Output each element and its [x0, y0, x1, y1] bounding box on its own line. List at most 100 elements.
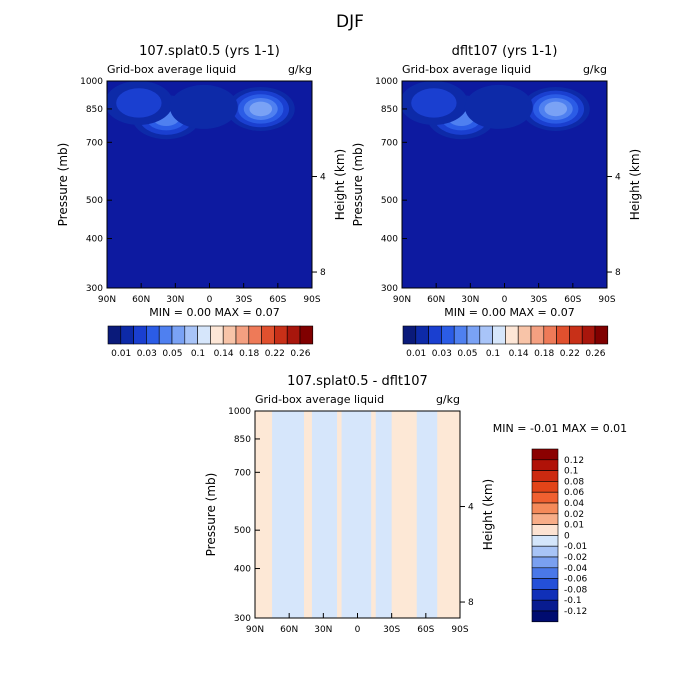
y-right-tick-label: 4	[320, 173, 326, 183]
colorbar-swatch	[479, 325, 493, 345]
y-tick-label: 300	[86, 284, 103, 294]
colorbar-label: 0.1	[191, 349, 205, 359]
contour-field	[107, 81, 312, 288]
y-right-tick-label: 4	[615, 173, 621, 183]
x-tick-label: 60S	[269, 295, 286, 305]
x-tick-label: 60S	[417, 625, 434, 635]
y-tick-label: 700	[381, 138, 398, 148]
colorbar-swatch	[531, 448, 559, 461]
colorbar-swatch	[415, 325, 429, 345]
colorbar-label: 0.04	[564, 499, 584, 509]
colorbar-swatch	[531, 535, 559, 547]
colorbar-swatch	[531, 545, 559, 558]
negative-band	[311, 411, 338, 618]
colorbar-label: 0.06	[564, 488, 584, 498]
chart-units: g/kg	[436, 393, 460, 406]
chart-subtitle: Grid-box average liquid	[255, 393, 384, 406]
colorbar-label: -0.08	[564, 585, 588, 595]
colorbar-swatch	[299, 325, 314, 345]
colorbar-label: 0.1	[564, 467, 578, 477]
colorbar-swatch	[248, 325, 262, 345]
x-tick-label: 30S	[235, 295, 252, 305]
colorbar-swatch	[531, 556, 559, 569]
y-tick-label: 850	[234, 435, 251, 445]
colorbar-label: 0.03	[137, 349, 157, 359]
colorbar-swatch	[133, 325, 147, 345]
colorbar-label: 0.1	[486, 349, 500, 359]
colorbar-label: 0.26	[585, 349, 605, 359]
chart-subtitle: Grid-box average liquid	[402, 63, 531, 76]
y-tick-label: 500	[86, 196, 103, 206]
colorbar-swatch	[428, 325, 442, 345]
colorbar-swatch	[531, 578, 559, 590]
y-tick-label: 850	[86, 105, 103, 115]
chart-title: 107.splat0.5 (yrs 1-1)	[139, 44, 280, 59]
figure-title: DJF	[336, 12, 364, 32]
chart-panel-1: 107.splat0.5 (yrs 1-1) Grid-box average l…	[56, 44, 347, 359]
contour-field	[255, 411, 460, 618]
colorbar-label: -0.1	[564, 596, 582, 606]
panels: 107.splat0.5 (yrs 1-1) Grid-box average l…	[56, 44, 642, 635]
colorbar-swatch	[569, 325, 583, 345]
colorbar-swatch	[543, 325, 557, 345]
colorbar-swatch	[441, 325, 455, 345]
colorbar-swatch	[107, 325, 122, 345]
x-tick-label: 60N	[132, 295, 150, 305]
colorbar-label: 0	[564, 531, 570, 541]
colorbar-swatch	[531, 524, 559, 536]
colorbar-swatch	[197, 325, 211, 345]
y-right-tick-label: 8	[615, 268, 621, 278]
colorbar-swatch	[146, 325, 160, 345]
colorbar-swatch	[517, 325, 532, 345]
colorbar-label: 0.18	[239, 349, 259, 359]
colorbar-swatch	[531, 481, 559, 493]
colorbar-label: 0.12	[564, 456, 584, 466]
x-tick-label: 90S	[451, 625, 468, 635]
colorbar-swatch	[556, 325, 570, 345]
negative-band	[341, 411, 372, 618]
y-tick-label: 1000	[375, 77, 398, 87]
x-tick-label: 30N	[461, 295, 479, 305]
colorbar-label: 0.22	[265, 349, 285, 359]
x-tick-label: 90N	[246, 625, 264, 635]
y-axis-label: Pressure (mb)	[351, 143, 365, 227]
contour-region	[169, 84, 238, 129]
colorbar-label: 0.01	[111, 349, 131, 359]
x-tick-label: 0	[355, 625, 361, 635]
colorbar-swatch	[222, 325, 237, 345]
colorbar-label: -0.12	[564, 607, 587, 617]
chart-units: g/kg	[288, 63, 312, 76]
chart-units: g/kg	[583, 63, 607, 76]
colorbar-swatch	[531, 589, 559, 601]
y-tick-label: 500	[381, 196, 398, 206]
colorbar-swatch	[286, 325, 301, 345]
colorbar-label: 0.01	[406, 349, 426, 359]
colorbar-label: 0.05	[162, 349, 182, 359]
colorbar-swatch	[466, 325, 481, 345]
colorbar-swatch	[531, 470, 559, 482]
chart-panel-2: dflt107 (yrs 1-1) Grid-box average liquid…	[351, 44, 642, 359]
x-tick-label: 0	[207, 295, 213, 305]
colorbar-swatch	[402, 325, 417, 345]
contour-region	[464, 84, 533, 129]
y-axis-right-label: Height (km)	[333, 149, 347, 220]
contour-region	[116, 88, 162, 118]
y-right-tick-label: 8	[320, 268, 326, 278]
y-tick-label: 700	[86, 138, 103, 148]
y-tick-label: 500	[234, 526, 251, 536]
y-tick-label: 850	[381, 105, 398, 115]
y-tick-label: 400	[381, 235, 398, 245]
colorbar-label: -0.06	[564, 575, 588, 585]
y-right-tick-label: 4	[468, 503, 474, 513]
x-tick-label: 90S	[303, 295, 320, 305]
colorbar-label: 0.02	[564, 510, 584, 520]
contour-region	[249, 101, 273, 117]
colorbar-swatch	[531, 502, 559, 515]
y-right-tick-label: 8	[468, 598, 474, 608]
chart-subtitle: Grid-box average liquid	[107, 63, 236, 76]
x-tick-label: 30S	[383, 625, 400, 635]
x-tick-label: 30N	[314, 625, 332, 635]
colorbar-swatch	[120, 325, 134, 345]
contour-region	[411, 88, 457, 118]
colorbar-swatch	[261, 325, 275, 345]
